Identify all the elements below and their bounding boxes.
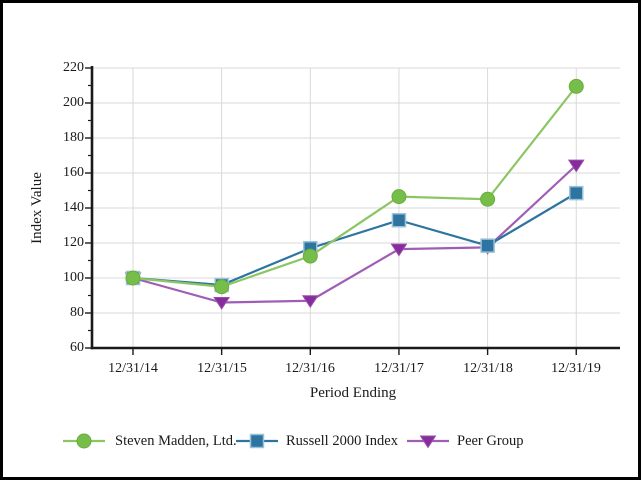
y-tick-label: 100 <box>63 270 84 285</box>
legend-label: Peer Group <box>457 432 524 449</box>
y-tick-label: 220 <box>63 60 84 75</box>
x-axis-title: Period Ending <box>309 385 397 401</box>
legend-label: Russell 2000 Index <box>286 432 398 449</box>
y-tick-label: 180 <box>63 130 84 145</box>
x-tick-label: 12/31/17 <box>374 361 424 376</box>
x-tick-label: 12/31/15 <box>197 361 247 376</box>
y-tick-label: 160 <box>63 165 84 180</box>
y-tick-label: 120 <box>63 235 84 250</box>
y-tick-label: 80 <box>70 305 84 320</box>
legend-item-steven-madden: Steven Madden, Ltd. <box>63 432 237 450</box>
legend-item-peer-group: Peer Group <box>407 432 523 450</box>
x-tick-label: 12/31/18 <box>463 361 513 376</box>
y-tick-label: 140 <box>63 200 84 215</box>
y-axis-title: Index Value <box>29 172 45 244</box>
x-tick-label: 12/31/14 <box>108 361 158 376</box>
legend-item-russell-2000: Russell 2000 Index <box>236 432 398 450</box>
legend-marker-square-icon <box>236 433 278 449</box>
y-tick-label: 200 <box>63 95 84 110</box>
legend-marker-circle-icon <box>63 433 105 449</box>
x-tick-label: 12/31/19 <box>551 361 601 376</box>
legend-label: Steven Madden, Ltd. <box>115 432 237 449</box>
legend-marker-triangle-icon <box>407 435 449 449</box>
x-tick-label: 12/31/16 <box>285 361 335 376</box>
y-tick-label: 60 <box>70 340 84 355</box>
